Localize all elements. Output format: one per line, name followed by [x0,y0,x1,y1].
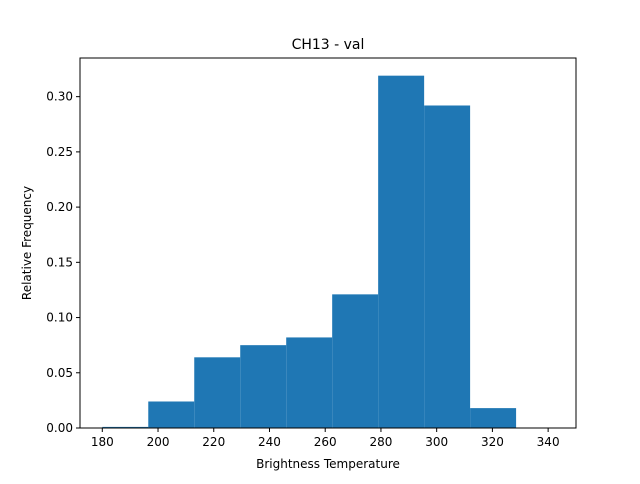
x-tick-label: 280 [369,435,392,449]
histogram-bar [194,357,241,428]
x-tick-label: 340 [537,435,560,449]
histogram-bar [240,345,287,428]
y-tick-label: 0.10 [46,311,73,325]
x-tick-label: 240 [258,435,281,449]
y-tick-label: 0.15 [46,255,73,269]
histogram-bar [148,401,195,428]
y-tick-label: 0.00 [46,421,73,435]
histogram-bar [332,294,379,428]
x-tick-label: 320 [481,435,504,449]
y-tick-label: 0.20 [46,200,73,214]
histogram-bar [378,75,425,429]
y-axis-ticks: 0.00 0.05 0.10 0.15 0.20 0.25 0.30 [46,90,80,435]
histogram-bar [102,426,149,428]
x-tick-label: 300 [425,435,448,449]
x-tick-label: 200 [147,435,170,449]
histogram-bar [286,337,333,428]
histogram-bar [470,408,517,428]
x-tick-label: 180 [91,435,114,449]
histogram-bar [424,105,471,428]
y-tick-label: 0.05 [46,366,73,380]
x-tick-label: 220 [202,435,225,449]
y-axis-label: Relative Frequency [20,186,34,300]
y-tick-label: 0.25 [46,145,73,159]
x-axis-label: Brightness Temperature [256,457,400,471]
y-tick-label: 0.30 [46,90,73,104]
histogram-bars [102,75,517,429]
x-tick-label: 260 [314,435,337,449]
x-axis-ticks: 180 200 220 240 260 280 300 320 340 [91,428,560,449]
chart-title: CH13 - val [292,37,365,53]
plot-frame [79,57,577,429]
